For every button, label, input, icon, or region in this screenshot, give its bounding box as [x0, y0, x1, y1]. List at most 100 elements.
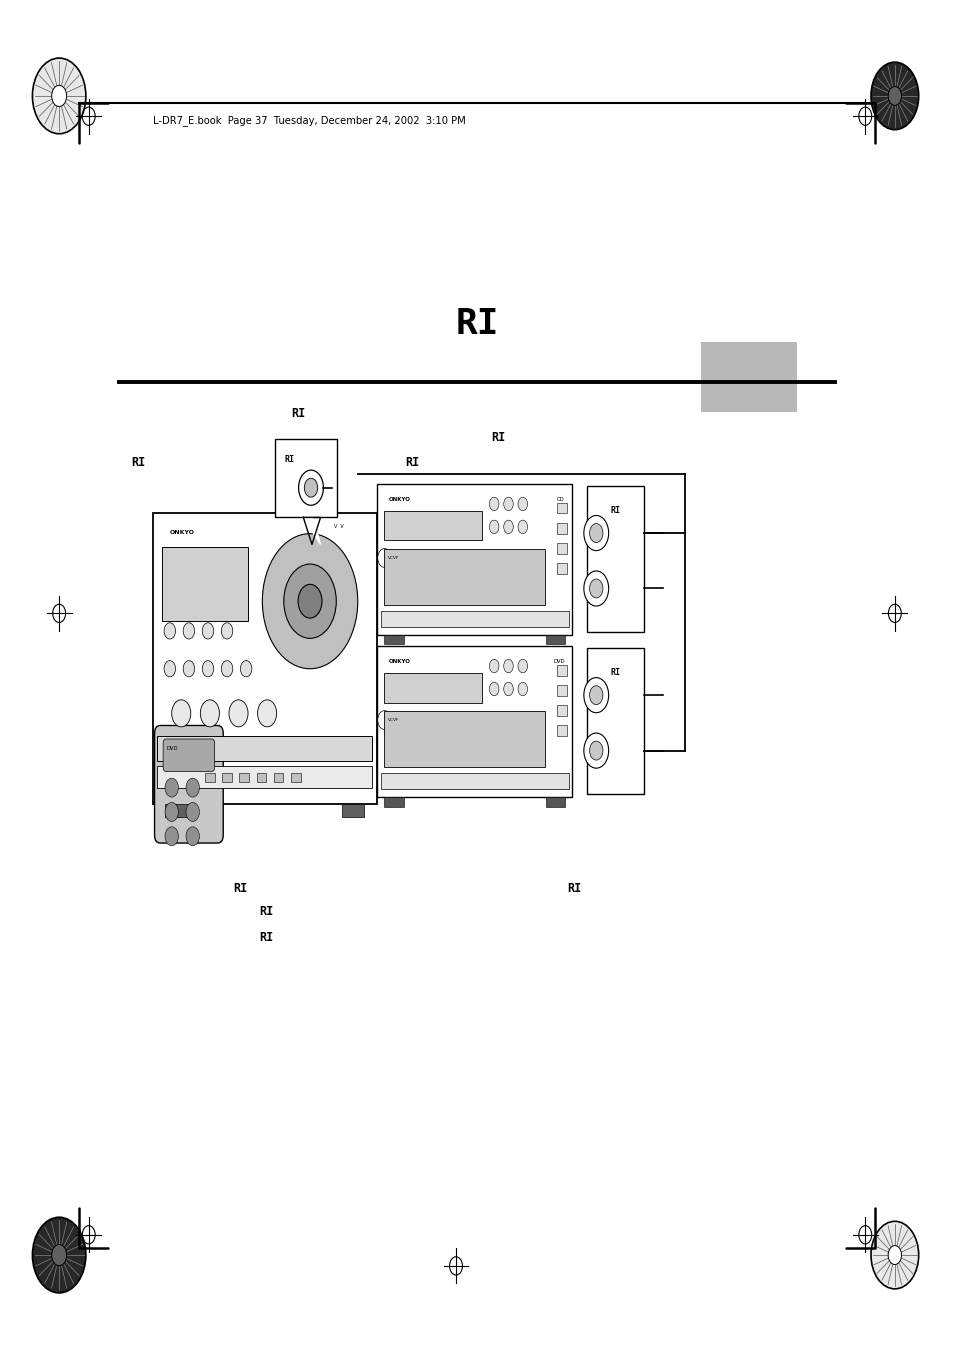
- FancyBboxPatch shape: [586, 486, 643, 632]
- Circle shape: [51, 85, 67, 107]
- FancyBboxPatch shape: [376, 484, 572, 635]
- Circle shape: [503, 520, 513, 534]
- FancyBboxPatch shape: [545, 797, 564, 807]
- Text: RI: RI: [405, 455, 419, 469]
- Circle shape: [257, 700, 276, 727]
- Text: RI: RI: [610, 507, 619, 515]
- Circle shape: [183, 623, 194, 639]
- Circle shape: [164, 623, 175, 639]
- Circle shape: [202, 623, 213, 639]
- FancyBboxPatch shape: [384, 797, 403, 807]
- Circle shape: [517, 682, 527, 696]
- Text: V  V: V V: [334, 524, 343, 530]
- Text: RI: RI: [610, 669, 619, 677]
- Text: RI: RI: [284, 455, 294, 463]
- FancyBboxPatch shape: [157, 766, 372, 788]
- FancyBboxPatch shape: [557, 523, 566, 534]
- Circle shape: [183, 661, 194, 677]
- FancyBboxPatch shape: [586, 648, 643, 794]
- FancyBboxPatch shape: [545, 635, 564, 644]
- Circle shape: [489, 520, 498, 534]
- Text: L-DR7_E.book  Page 37  Tuesday, December 24, 2002  3:10 PM: L-DR7_E.book Page 37 Tuesday, December 2…: [152, 115, 465, 126]
- Circle shape: [240, 661, 252, 677]
- FancyBboxPatch shape: [154, 725, 223, 843]
- FancyBboxPatch shape: [557, 705, 566, 716]
- FancyBboxPatch shape: [557, 725, 566, 736]
- Circle shape: [517, 659, 527, 673]
- FancyBboxPatch shape: [384, 549, 544, 605]
- FancyBboxPatch shape: [384, 673, 482, 703]
- Circle shape: [229, 700, 248, 727]
- Circle shape: [589, 686, 602, 705]
- Circle shape: [165, 802, 178, 821]
- Circle shape: [221, 661, 233, 677]
- FancyBboxPatch shape: [222, 773, 232, 782]
- FancyBboxPatch shape: [163, 739, 214, 771]
- FancyBboxPatch shape: [157, 736, 372, 761]
- Circle shape: [589, 580, 602, 598]
- Text: RI: RI: [132, 455, 146, 469]
- Text: RI: RI: [455, 307, 498, 342]
- FancyBboxPatch shape: [152, 513, 376, 804]
- Text: VCVF: VCVF: [388, 557, 399, 559]
- Circle shape: [283, 565, 335, 639]
- Text: DVD: DVD: [553, 659, 564, 665]
- Text: RI: RI: [233, 882, 248, 896]
- Circle shape: [165, 827, 178, 846]
- Text: RI: RI: [259, 931, 274, 944]
- Circle shape: [186, 802, 199, 821]
- Text: RI: RI: [567, 882, 581, 896]
- FancyBboxPatch shape: [557, 685, 566, 696]
- Circle shape: [583, 571, 608, 607]
- FancyBboxPatch shape: [205, 773, 214, 782]
- FancyBboxPatch shape: [165, 804, 188, 817]
- Circle shape: [503, 497, 513, 511]
- FancyBboxPatch shape: [341, 804, 364, 817]
- Circle shape: [589, 524, 602, 543]
- Text: DVD: DVD: [167, 746, 178, 751]
- Circle shape: [870, 1221, 918, 1289]
- Circle shape: [589, 742, 602, 761]
- FancyBboxPatch shape: [557, 503, 566, 513]
- Circle shape: [186, 827, 199, 846]
- Circle shape: [887, 1246, 901, 1265]
- FancyBboxPatch shape: [162, 547, 248, 621]
- Circle shape: [489, 659, 498, 673]
- Text: RI: RI: [491, 431, 505, 444]
- FancyBboxPatch shape: [239, 773, 249, 782]
- Circle shape: [503, 659, 513, 673]
- FancyBboxPatch shape: [384, 711, 544, 767]
- Circle shape: [583, 516, 608, 551]
- Circle shape: [517, 497, 527, 511]
- Circle shape: [165, 778, 178, 797]
- FancyBboxPatch shape: [557, 543, 566, 554]
- Circle shape: [503, 682, 513, 696]
- Circle shape: [202, 661, 213, 677]
- FancyBboxPatch shape: [557, 665, 566, 676]
- Circle shape: [32, 58, 86, 134]
- FancyBboxPatch shape: [557, 563, 566, 574]
- Circle shape: [489, 682, 498, 696]
- FancyBboxPatch shape: [380, 773, 568, 789]
- Text: ONKYO: ONKYO: [388, 497, 410, 503]
- Circle shape: [304, 478, 317, 497]
- FancyBboxPatch shape: [291, 773, 300, 782]
- Circle shape: [221, 623, 233, 639]
- FancyBboxPatch shape: [384, 511, 482, 540]
- Text: CD: CD: [557, 497, 564, 503]
- FancyBboxPatch shape: [700, 342, 796, 412]
- FancyBboxPatch shape: [256, 773, 266, 782]
- Circle shape: [887, 86, 901, 105]
- FancyBboxPatch shape: [274, 439, 336, 517]
- Circle shape: [172, 700, 191, 727]
- Circle shape: [517, 520, 527, 534]
- Circle shape: [583, 734, 608, 769]
- Text: ONKYO: ONKYO: [170, 530, 194, 535]
- Text: RI: RI: [291, 407, 305, 420]
- FancyBboxPatch shape: [380, 611, 568, 627]
- Text: ONKYO: ONKYO: [388, 659, 410, 665]
- Text: RI: RI: [259, 905, 274, 919]
- Circle shape: [298, 470, 323, 505]
- FancyBboxPatch shape: [384, 635, 403, 644]
- Circle shape: [583, 678, 608, 713]
